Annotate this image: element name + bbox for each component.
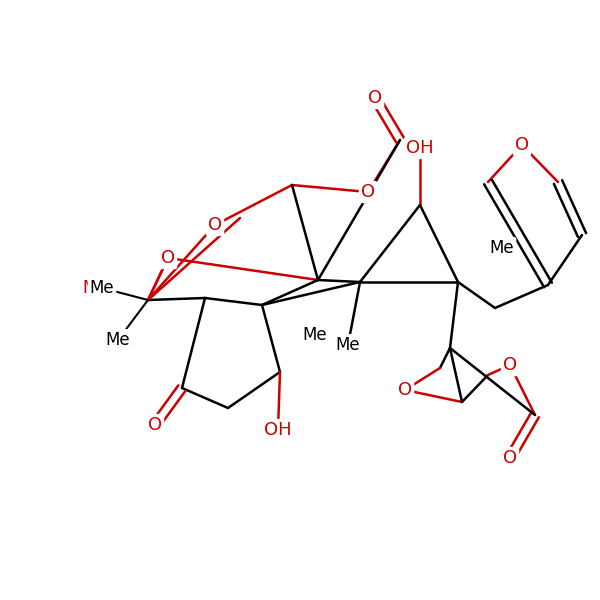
Text: Me: Me [83, 279, 107, 297]
Text: O: O [148, 416, 162, 434]
Text: OH: OH [264, 421, 292, 439]
Text: O: O [515, 136, 529, 154]
Text: O: O [503, 356, 517, 374]
Text: Me: Me [335, 336, 361, 354]
Text: OH: OH [406, 139, 434, 157]
Text: O: O [503, 449, 517, 467]
Text: Me: Me [106, 331, 130, 349]
Text: Me: Me [89, 279, 115, 297]
Text: Me: Me [490, 239, 514, 257]
Text: O: O [361, 183, 375, 201]
Text: O: O [161, 249, 175, 267]
Text: O: O [368, 89, 382, 107]
Text: O: O [398, 381, 412, 399]
Text: Me: Me [302, 326, 328, 344]
Text: O: O [208, 216, 222, 234]
